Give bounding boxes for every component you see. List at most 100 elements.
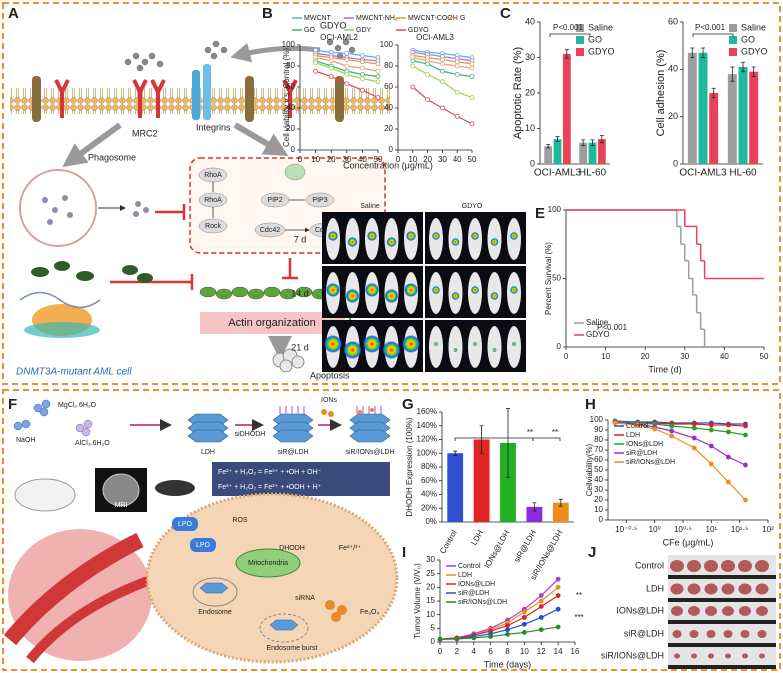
- legend-label: Saline: [588, 22, 613, 32]
- panel-a-labels: GDYO MRC2 Integrins Phagosome RhoA RhoA …: [16, 20, 350, 380]
- x-tick-label: 0: [396, 155, 401, 164]
- panel-a-diagram: [233, 122, 289, 157]
- x-tick-label: 40: [720, 352, 729, 361]
- x-tick-label: LDH: [469, 528, 485, 547]
- y-tick-label: 160%: [417, 407, 437, 416]
- error-bar: [558, 498, 563, 507]
- signal: [510, 232, 518, 240]
- panel-a-diagram: [132, 52, 140, 60]
- y-tick-label: 80: [286, 61, 295, 70]
- tumor: [687, 583, 701, 595]
- series-line: [615, 420, 746, 425]
- point: [538, 615, 544, 620]
- panel-f-diagram: [269, 619, 299, 631]
- y-tick-label: 20: [668, 111, 678, 121]
- y-axis-label: Cell adhesion (%): [655, 50, 667, 137]
- panel-border: [2, 389, 781, 671]
- tumor: [705, 606, 717, 616]
- x-tick-label: 50: [468, 155, 477, 164]
- x-tick-label: 10⁻⁰·⁵: [615, 525, 637, 534]
- x-tick-label: 10: [601, 352, 610, 361]
- y-tick-label: 120%: [417, 435, 437, 444]
- y-axis-label: Percent Survival (%): [544, 242, 553, 315]
- bar: [597, 139, 606, 164]
- x-axis-label: Time (days): [484, 659, 531, 669]
- signal: [492, 348, 497, 352]
- panel-f-labels: LDH: [201, 449, 215, 456]
- panel-a-diagram: [150, 79, 166, 118]
- point: [708, 461, 714, 467]
- error-bar: [453, 450, 458, 456]
- point: [410, 58, 416, 64]
- x-tick-label: 12: [537, 647, 546, 656]
- panel-f-diagram: [349, 429, 391, 443]
- point: [328, 58, 334, 64]
- panel-a-diagram: [263, 286, 281, 298]
- panel-a-diagram: [47, 219, 53, 225]
- panel-a-labels: RhoA: [204, 197, 222, 204]
- legend-label: GO: [304, 27, 315, 34]
- panel-letters: I: [402, 544, 406, 561]
- point: [439, 105, 445, 111]
- x-axis-label: CFe (μg/mL): [663, 537, 714, 547]
- point: [743, 432, 748, 438]
- signal: [367, 231, 377, 241]
- point: [375, 95, 381, 100]
- panel-a-diagram: [10, 38, 390, 373]
- panel-d-labels: 14 d: [291, 288, 309, 298]
- y-tick-label: 40: [594, 475, 603, 484]
- panel-a-diagram: [67, 212, 73, 218]
- legend-label: G: [460, 15, 465, 22]
- panel-a-diagram: [230, 42, 321, 63]
- y-tick-label: 0: [431, 637, 436, 646]
- signal: [324, 335, 342, 353]
- panel-a-diagram: [247, 288, 265, 300]
- x-tick-label: 8: [505, 647, 510, 656]
- tumor: [722, 606, 734, 616]
- point: [344, 57, 350, 63]
- y-tick-label: 25: [426, 569, 435, 578]
- bar: [500, 442, 516, 522]
- point: [669, 433, 675, 439]
- y-tick-label: 0%: [425, 517, 437, 526]
- series-line: [615, 422, 746, 501]
- point: [425, 61, 431, 67]
- bar: [473, 439, 490, 522]
- x-tick-label: 40: [453, 155, 462, 164]
- signal: [432, 232, 440, 240]
- panel-f-diagram: [370, 408, 374, 412]
- tumor: [672, 630, 682, 638]
- point: [454, 114, 460, 119]
- legend-label: siR/IONs@LDH: [458, 599, 507, 606]
- panel-a-diagram: [291, 355, 305, 369]
- panel-a-diagram: [132, 79, 148, 118]
- point: [313, 60, 319, 66]
- panel-f-diagram: [235, 548, 301, 578]
- panel-a-diagram: [231, 286, 249, 298]
- panel-f-labels: AlCl₃.6H₂O: [75, 440, 110, 447]
- panel-a-diagram: [76, 271, 94, 281]
- chart-title: OCI-AML3: [416, 33, 454, 42]
- panel-f-diagram: [192, 577, 238, 607]
- error-bar: [581, 139, 586, 146]
- panel-f-labels: LPO: [178, 521, 193, 528]
- y-tick-label: 60: [384, 82, 393, 91]
- x-tick-label: 10: [311, 155, 320, 164]
- point: [538, 604, 544, 609]
- panel-a-diagram: [54, 261, 70, 271]
- y-tick-label: 30: [525, 52, 535, 62]
- x-tick-label: 30: [342, 155, 351, 164]
- panel-letters: B: [262, 5, 273, 22]
- panel-f-diagram: [83, 419, 93, 429]
- point: [469, 61, 475, 67]
- panel-f-labels: LPO: [196, 542, 211, 549]
- bar: [698, 52, 708, 165]
- legend-label: siR@LDH: [458, 590, 489, 597]
- bar: [727, 74, 737, 164]
- error-bar: [690, 47, 695, 58]
- y-tick-label: 80: [384, 61, 393, 70]
- y-axis-label: Cell viability v.s. Control (%): [282, 48, 291, 147]
- signal: [386, 237, 397, 247]
- panel-f-labels: siR@LDH: [277, 449, 308, 456]
- x-tick-label: HL-60: [579, 168, 607, 179]
